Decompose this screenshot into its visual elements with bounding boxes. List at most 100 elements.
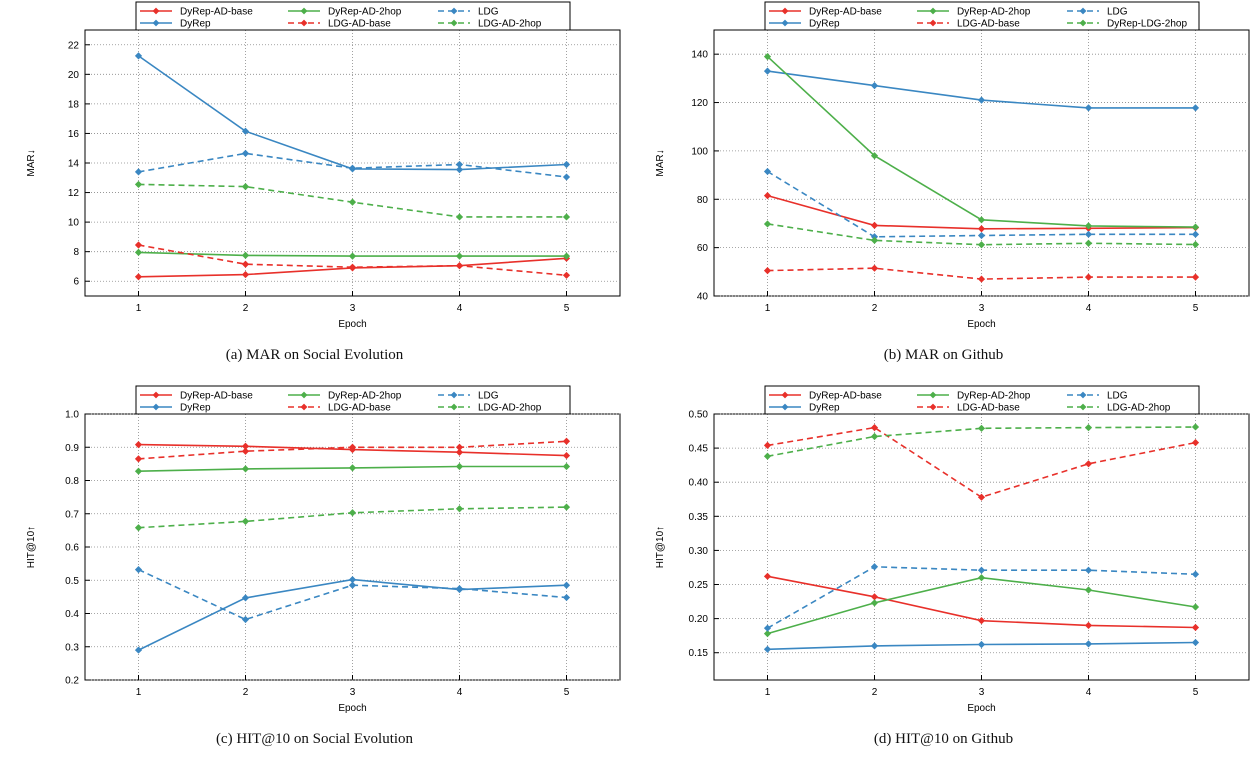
data-point-dyrep-ad-2hop	[348, 252, 357, 260]
data-point-dyrep	[455, 166, 464, 174]
data-point-dyrep-ad-base	[134, 440, 143, 449]
y-tick-label: 0.3	[65, 642, 79, 653]
data-point-dyrep-ad-2hop	[241, 465, 250, 473]
data-point-dyrep	[134, 646, 143, 654]
y-tick-label: 12	[68, 188, 80, 199]
y-axis-label: HIT@10↑	[655, 526, 666, 568]
x-tick-label: 4	[457, 303, 463, 314]
data-point-dyrep	[763, 645, 772, 653]
y-tick-label: 120	[691, 98, 708, 109]
caption-a: (a) MAR on Social Evolution	[225, 347, 404, 363]
legend-marker-dyrep-ad-2hop	[929, 7, 937, 15]
y-tick-label: 0.20	[689, 614, 709, 625]
data-point-ldg-ad-base	[870, 264, 879, 272]
data-point-dyrep	[870, 82, 879, 90]
x-axis-label: Epoch	[967, 703, 995, 714]
data-point-ldg-ad-base	[763, 267, 772, 275]
legend-label-ldg-ad-base: LDG-AD-base	[957, 19, 1020, 30]
legend-marker-ldg-ad-base	[929, 403, 937, 411]
y-tick-label: 100	[691, 146, 708, 157]
y-tick-label: 0.40	[689, 478, 709, 489]
data-point-ldg	[348, 164, 357, 172]
chart-panel-b: 1 2 3 4 5 40 60 80 100 120 140 Epoch MAR↓ DyRep-AD-ba…	[629, 0, 1258, 384]
data-point-ldg-ad-base	[1084, 273, 1093, 281]
legend-label-dyrep-ldg-2hop: DyRep-LDG-2hop	[1107, 19, 1187, 30]
y-tick-label: 0.6	[65, 543, 79, 554]
series-line-ldg-ad-base	[767, 426, 1196, 499]
data-point-dyrep-ad-base	[763, 572, 772, 580]
data-point-ldg-ad-base	[348, 263, 357, 271]
data-point-dyrep-ldg-2hop	[1191, 240, 1200, 249]
data-point-ldg-ad-2hop	[562, 503, 571, 511]
data-point-dyrep-ad-2hop	[455, 252, 464, 260]
x-axis-label: Epoch	[338, 703, 366, 714]
x-tick-label: 5	[1193, 687, 1199, 698]
data-point-ldg-ad-base	[1191, 439, 1200, 447]
y-tick-label: 22	[68, 40, 80, 51]
legend-label-ldg: LDG	[478, 391, 499, 402]
data-point-dyrep-ad-base	[455, 448, 464, 456]
x-tick-label: 4	[1086, 303, 1092, 314]
data-point-ldg-ad-2hop	[241, 517, 250, 525]
data-point-ldg-ad-2hop	[562, 213, 571, 221]
data-point-ldg-ad-2hop	[348, 198, 357, 206]
data-point-ldg-ad-base	[455, 262, 464, 270]
data-point-dyrep	[1084, 640, 1093, 648]
legend-label-ldg-ad-base: LDG-AD-base	[328, 19, 391, 30]
y-tick-label: 140	[691, 50, 708, 61]
x-tick-label: 5	[564, 687, 570, 698]
data-point-ldg-ad-base	[1191, 273, 1200, 281]
data-point-dyrep-ad-2hop	[134, 248, 143, 257]
legend-label-dyrep-ad-base: DyRep-AD-base	[809, 391, 882, 402]
legend-marker-dyrep-ad-2hop	[300, 391, 308, 399]
legend-label-ldg: LDG	[1107, 391, 1128, 402]
legend-label-ldg-ad-base: LDG-AD-base	[957, 403, 1020, 414]
data-point-dyrep-ad-base	[241, 270, 250, 279]
data-point-dyrep-ad-base	[1084, 621, 1093, 630]
y-tick-label: 8	[73, 247, 79, 258]
x-tick-label: 4	[1086, 687, 1092, 698]
legend-label-dyrep-ad-2hop: DyRep-AD-2hop	[328, 391, 402, 402]
legend-label-dyrep-ad-base: DyRep-AD-base	[180, 391, 253, 402]
y-tick-label: 18	[68, 99, 80, 110]
caption-c: (c) HIT@10 on Social Evolution	[215, 731, 414, 747]
y-tick-label: 1.0	[65, 410, 79, 421]
legend-label-dyrep: DyRep	[180, 403, 211, 414]
data-point-dyrep-ad-base	[977, 225, 986, 233]
y-tick-label: 80	[697, 195, 709, 206]
data-point-dyrep-ldg-2hop	[977, 241, 986, 249]
legend-marker-dyrep-ad-2hop	[300, 7, 308, 15]
y-tick-label: 0.2	[65, 676, 79, 687]
data-point-ldg-ad-base	[241, 447, 250, 455]
y-tick-label: 0.15	[689, 648, 709, 659]
data-point-ldg-ad-base	[977, 275, 986, 283]
legend-box	[764, 385, 1200, 415]
data-point-ldg	[977, 231, 986, 240]
y-axis-label: HIT@10↑	[26, 526, 37, 568]
y-tick-label: 0.30	[689, 546, 709, 557]
data-point-dyrep-ad-base	[241, 442, 250, 450]
x-tick-label: 4	[457, 687, 463, 698]
data-point-ldg-ad-2hop	[134, 524, 143, 532]
data-point-ldg	[241, 615, 250, 624]
data-point-dyrep	[1191, 638, 1200, 647]
data-point-ldg-ad-2hop	[134, 180, 143, 189]
y-tick-label: 0.8	[65, 476, 79, 487]
data-point-dyrep	[134, 52, 143, 60]
chart-svg-b: 1 2 3 4 5 40 60 80 100 120 140 Epoch MAR↓ DyRep-AD-ba…	[655, 1, 1250, 330]
data-point-ldg-ad-base	[455, 443, 464, 451]
caption-b: (b) MAR on Github	[883, 347, 1004, 363]
data-point-dyrep	[562, 581, 571, 589]
data-point-ldg	[763, 167, 772, 176]
data-point-ldg-ad-base	[348, 443, 357, 451]
data-point-ldg-ad-2hop	[241, 183, 250, 191]
data-point-ldg-ad-base	[1084, 460, 1093, 468]
data-point-ldg	[763, 624, 772, 632]
data-point-ldg	[1084, 566, 1093, 574]
x-tick-label: 2	[872, 687, 878, 698]
data-point-ldg	[134, 168, 143, 176]
chart-svg-a: 1 2 3 4 56810121416182022EpochMAR↓DyRep-AD-b…	[26, 1, 621, 330]
legend-label-ldg: LDG	[478, 7, 499, 18]
series-line-ldg	[138, 152, 567, 178]
legend-marker-dyrep-ad-base	[781, 391, 789, 399]
